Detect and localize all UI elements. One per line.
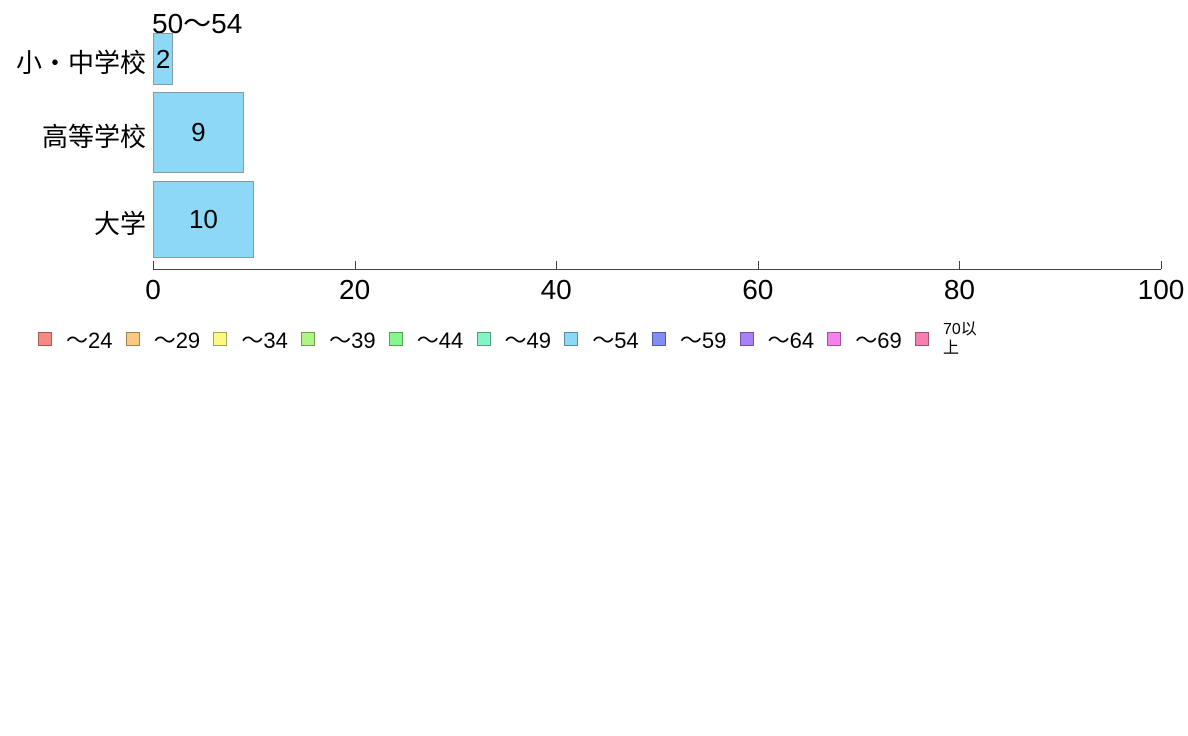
bar: 10 bbox=[153, 181, 254, 258]
x-axis-tick bbox=[354, 261, 356, 269]
legend-label: 〜59 bbox=[679, 328, 727, 353]
x-axis-tick-label: 20 bbox=[339, 274, 371, 305]
bar-value-label: 9 bbox=[191, 117, 206, 147]
legend-label: 〜44 bbox=[416, 328, 464, 353]
category-label: 小・中学校 bbox=[15, 48, 146, 78]
legend-item: 〜29 bbox=[125, 320, 201, 358]
legend-swatch bbox=[915, 332, 929, 346]
x-axis-tick bbox=[959, 261, 961, 269]
legend-item: 〜34 bbox=[213, 320, 288, 358]
bar-value-label: 10 bbox=[188, 204, 218, 234]
legend-label: 〜39 bbox=[329, 328, 376, 353]
legend-item: 〜24 bbox=[38, 320, 112, 358]
category-label: 高等学校 bbox=[41, 121, 146, 152]
legend-item: 〜64 bbox=[739, 320, 815, 358]
legend-swatch bbox=[213, 332, 228, 346]
legend-item: 〜39 bbox=[301, 320, 376, 358]
legend-label: 〜29 bbox=[153, 328, 201, 353]
x-axis-tick-label: 60 bbox=[742, 274, 774, 305]
x-axis-tick bbox=[1161, 261, 1162, 269]
x-axis-tick-label: 0 bbox=[145, 274, 161, 305]
legend-swatch bbox=[564, 332, 579, 346]
legend-swatch bbox=[739, 332, 754, 346]
x-axis-tick-label: 80 bbox=[943, 274, 975, 305]
legend-label: 70以上 bbox=[943, 320, 977, 357]
bar: 2 bbox=[153, 33, 174, 85]
legend-item: 70以上 bbox=[915, 320, 979, 358]
x-axis-tick-label: 40 bbox=[540, 274, 572, 305]
legend-swatch bbox=[651, 332, 666, 346]
legend-label: 〜34 bbox=[241, 328, 288, 353]
legend-item: 〜59 bbox=[651, 320, 727, 358]
category-label: 大学 bbox=[93, 208, 146, 239]
x-axis-line bbox=[153, 269, 1161, 270]
legend-label: 〜49 bbox=[504, 328, 551, 353]
x-axis-tick bbox=[757, 261, 759, 269]
legend-label: 〜54 bbox=[592, 328, 639, 353]
legend-item: 〜44 bbox=[388, 320, 464, 358]
x-axis-tick bbox=[556, 261, 558, 269]
legend-swatch bbox=[38, 332, 52, 346]
bar: 9 bbox=[153, 92, 244, 173]
legend-swatch bbox=[476, 332, 491, 346]
bar-value-label: 2 bbox=[155, 43, 171, 74]
legend-item: 〜69 bbox=[827, 320, 902, 358]
legend-label: 〜69 bbox=[855, 328, 902, 353]
legend-swatch bbox=[301, 332, 316, 346]
legend-swatch bbox=[125, 332, 140, 346]
legend-swatch bbox=[827, 332, 842, 346]
x-axis-tick-label: 100 bbox=[1137, 274, 1185, 305]
legend-item: 〜49 bbox=[476, 320, 551, 358]
legend-item: 〜54 bbox=[564, 320, 639, 358]
x-axis-tick bbox=[153, 261, 154, 269]
legend-swatch bbox=[388, 332, 403, 346]
legend-label: 〜24 bbox=[66, 328, 113, 353]
legend-label: 〜64 bbox=[767, 328, 815, 353]
